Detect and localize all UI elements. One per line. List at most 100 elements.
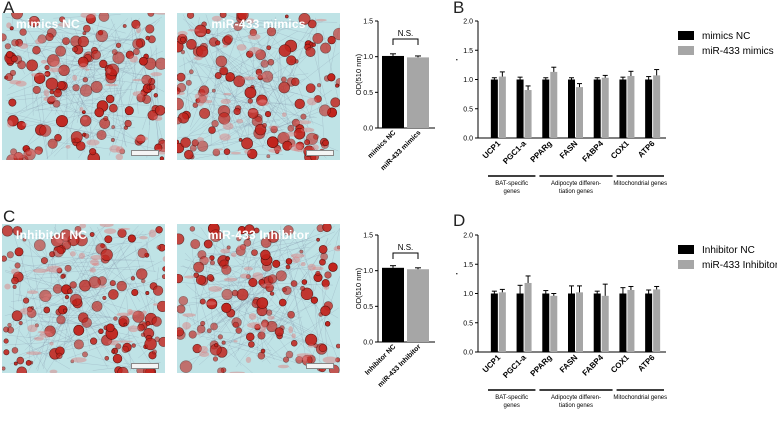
lipid-droplet — [322, 224, 332, 233]
stain-smear — [71, 357, 87, 363]
cell-fiber — [196, 29, 305, 136]
cell-fiber — [21, 259, 132, 267]
cell-fiber — [94, 127, 135, 130]
legend-label: miR-433 mimics — [702, 46, 774, 57]
micrograph-label: miR-433 Inhibitor — [207, 228, 310, 242]
lipid-droplet — [119, 148, 126, 155]
stain-smear — [213, 148, 224, 151]
lipid-droplet — [282, 356, 290, 363]
bar — [516, 293, 524, 352]
lipid-droplet — [210, 322, 218, 331]
lipid-droplet — [195, 98, 201, 104]
stain-smear — [286, 131, 297, 137]
lipid-droplet — [188, 69, 194, 75]
cell-fiber — [146, 82, 154, 158]
cell-fiber — [112, 78, 124, 143]
stain-smear — [117, 340, 133, 343]
panel-letter-b: B — [453, 0, 465, 17]
lipid-droplet — [206, 274, 214, 282]
cell-fiber — [188, 304, 196, 327]
cell-fiber — [194, 236, 220, 318]
lipid-droplet — [6, 50, 14, 59]
cell-fiber — [18, 321, 108, 356]
group-label: tiation genes — [559, 403, 593, 409]
lipid-droplet — [188, 330, 197, 339]
stain-smear — [241, 76, 256, 80]
lipid-droplet — [321, 279, 330, 288]
cell-fiber — [210, 32, 261, 119]
lipid-droplet — [26, 306, 33, 313]
cell-fiber — [287, 52, 340, 94]
lipid-droplet — [324, 271, 332, 279]
cell-fiber — [23, 340, 54, 356]
bar — [653, 75, 661, 138]
stain-smear — [65, 145, 71, 149]
stain-smear — [199, 351, 210, 357]
cell-fiber — [43, 316, 54, 370]
lipid-droplet — [113, 316, 118, 321]
cell-fiber — [210, 20, 244, 111]
group-label: genes — [504, 403, 520, 409]
stain-smear — [117, 227, 131, 230]
stain-smear — [22, 122, 28, 127]
stain-smear — [49, 67, 61, 73]
micrograph-background — [2, 224, 165, 373]
stain-smear — [295, 356, 308, 361]
lipid-droplet — [314, 95, 322, 103]
stain-smear — [300, 127, 315, 133]
lipid-droplet — [8, 98, 17, 107]
lipid-droplet — [219, 66, 229, 76]
cell-fiber — [184, 252, 292, 370]
stain-smear — [291, 333, 296, 339]
legend-swatch — [678, 245, 694, 254]
stain-smear — [291, 143, 305, 148]
stain-smear — [46, 265, 62, 273]
lipid-droplet — [208, 126, 216, 134]
cell-fiber — [286, 248, 308, 367]
lipid-droplet — [73, 339, 84, 350]
lipid-droplet — [82, 31, 87, 36]
lipid-droplet — [184, 149, 194, 160]
stain-smear — [281, 112, 287, 118]
cell-fiber — [198, 60, 264, 138]
lipid-droplet — [104, 235, 113, 244]
stain-smear — [30, 16, 37, 20]
lipid-droplet — [77, 56, 89, 68]
stain-smear — [43, 96, 58, 102]
stain-smear — [82, 116, 88, 120]
lipid-droplet — [131, 288, 139, 297]
stain-smear — [196, 99, 205, 107]
cell-fiber — [199, 305, 244, 339]
lipid-droplet — [261, 70, 274, 83]
stain-smear — [115, 146, 125, 154]
cell-fiber — [280, 234, 311, 287]
cell-fiber — [24, 332, 42, 351]
lipid-droplet — [2, 255, 7, 262]
lipid-droplet — [145, 321, 151, 326]
lipid-droplet — [290, 339, 298, 347]
cell-fiber — [246, 35, 280, 103]
lipid-droplet — [32, 45, 41, 55]
cell-fiber — [211, 34, 251, 54]
stain-smear — [153, 13, 165, 15]
stain-smear — [9, 80, 22, 85]
cell-fiber — [70, 18, 98, 85]
lipid-droplet — [272, 259, 281, 268]
lipid-droplet — [247, 98, 253, 104]
lipid-droplet — [248, 341, 255, 348]
lipid-droplet — [131, 19, 141, 29]
lipid-droplet — [47, 54, 60, 67]
lipid-droplet — [39, 124, 52, 137]
group-label: genes — [504, 189, 520, 195]
y-tick-label: 0.0 — [463, 350, 473, 357]
y-tick-label: 1.0 — [363, 268, 373, 275]
lipid-droplet — [299, 249, 304, 254]
cell-fiber — [88, 58, 96, 156]
cell-fiber — [5, 89, 134, 102]
stain-smear — [268, 125, 279, 129]
panel-letter-d: D — [453, 211, 466, 230]
cell-fiber — [279, 225, 282, 263]
lipid-droplet — [59, 16, 66, 23]
stain-smear — [199, 345, 208, 353]
lipid-droplet — [111, 349, 116, 354]
